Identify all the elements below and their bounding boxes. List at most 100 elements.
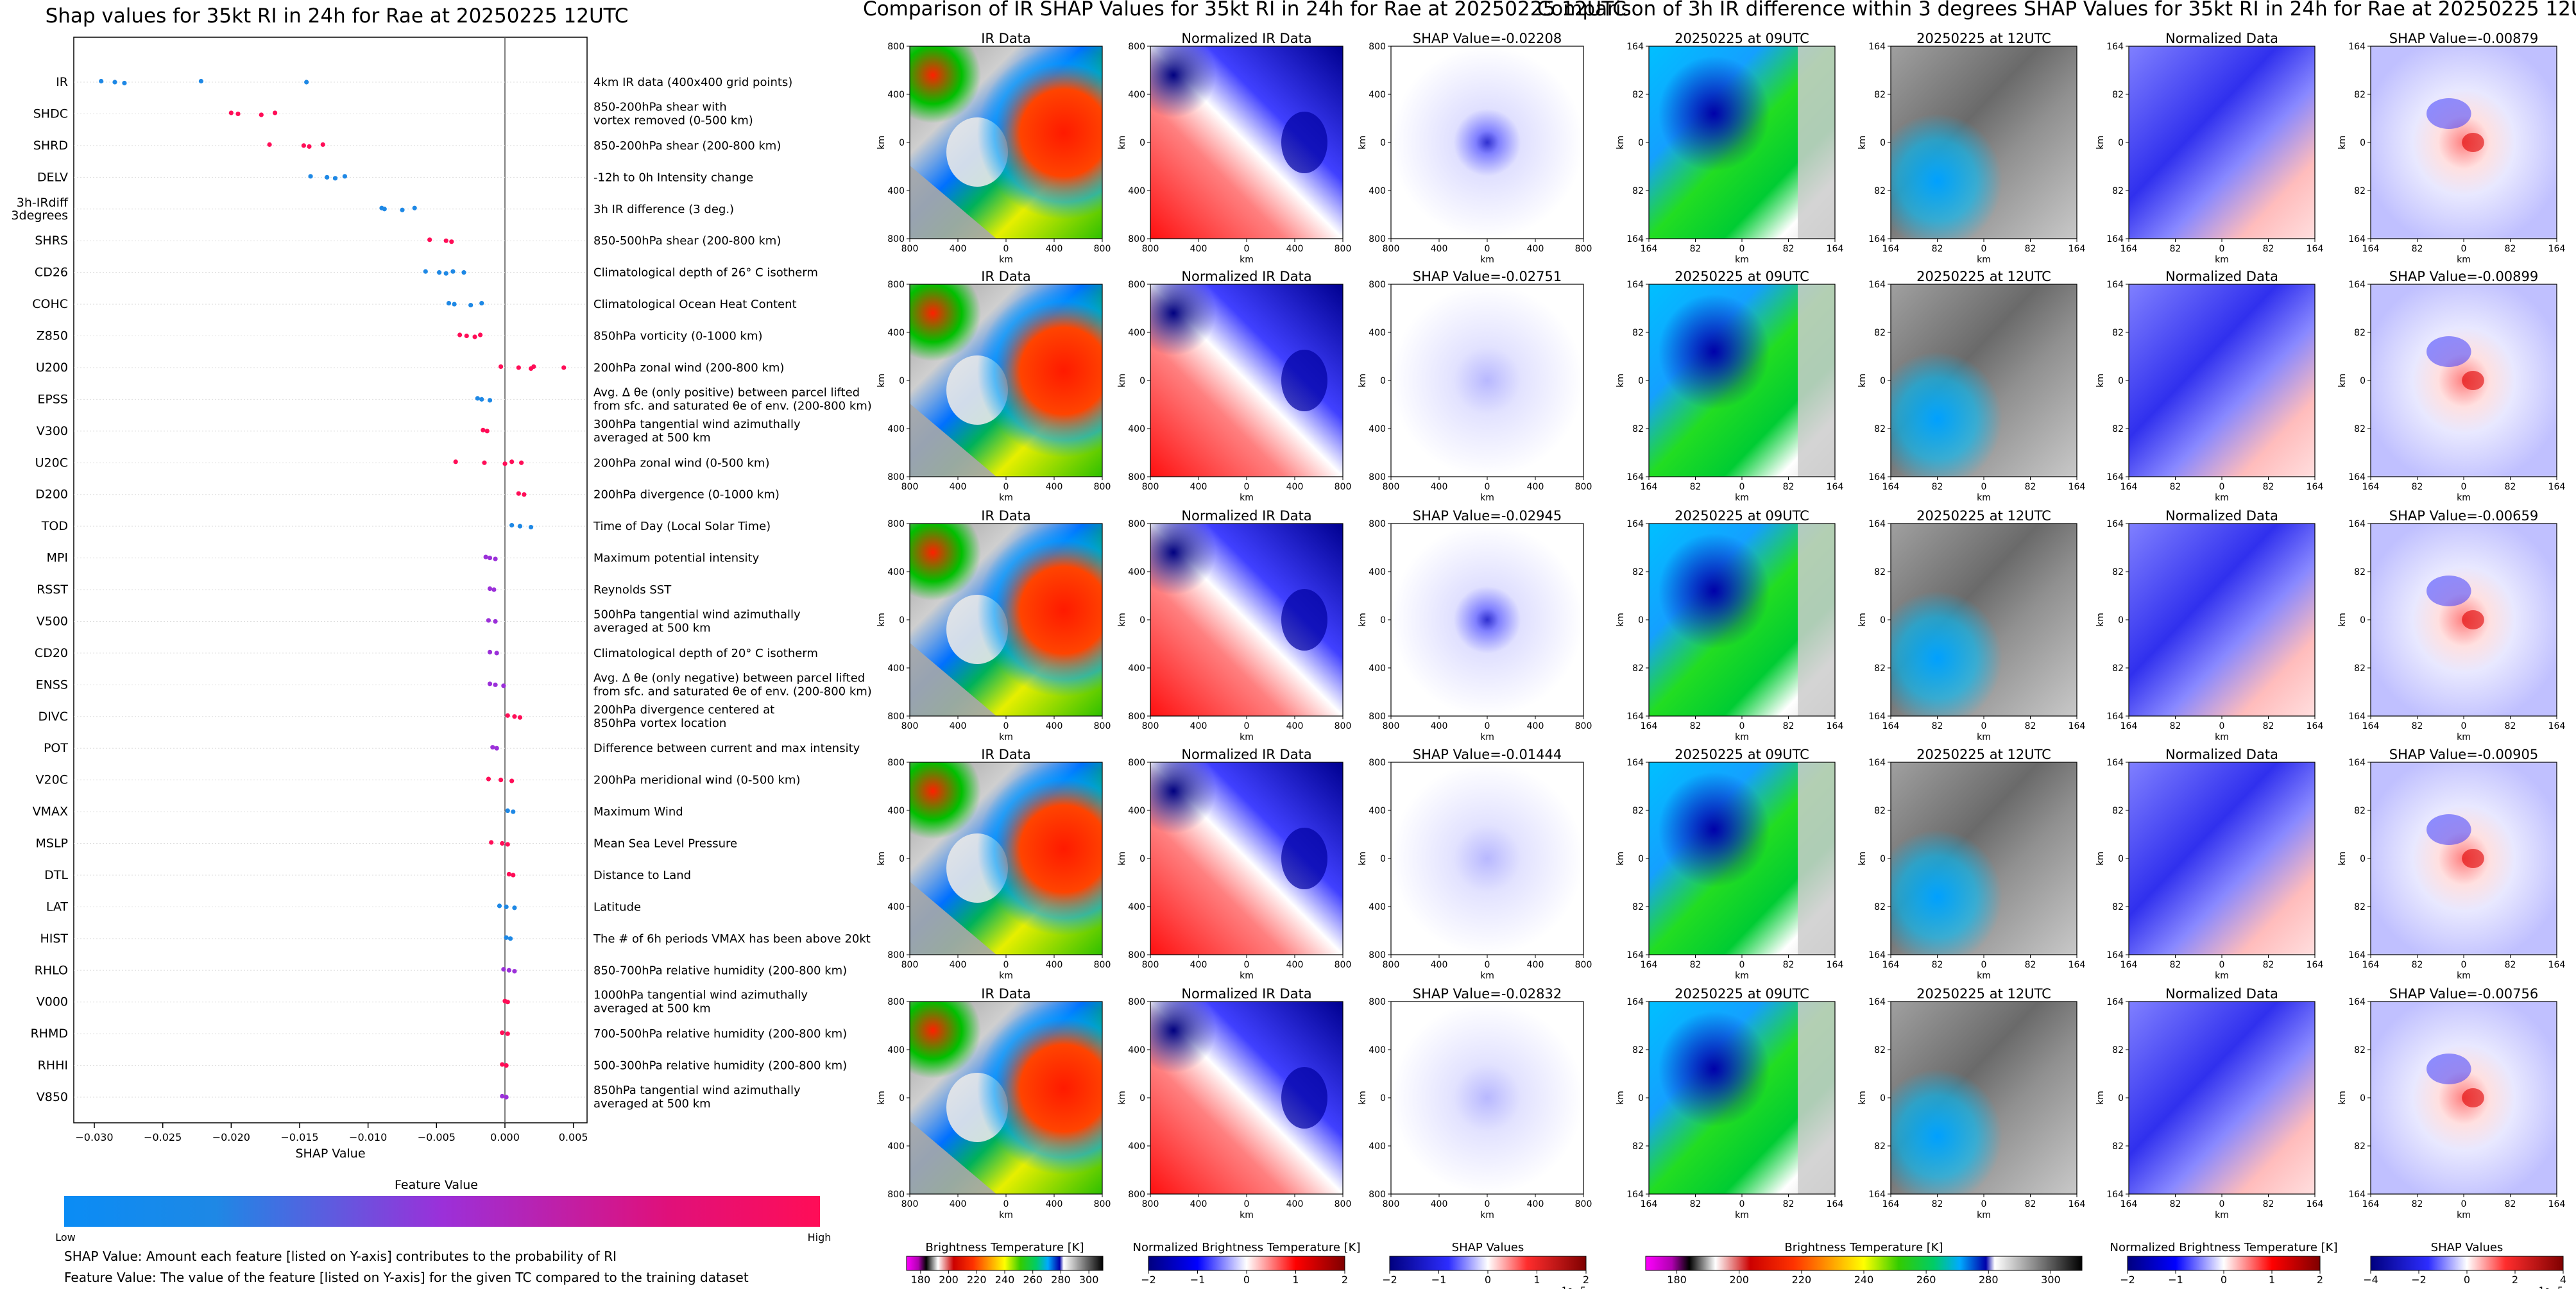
- x-tick-label: 800: [1383, 244, 1400, 254]
- diff-normalized-image: [2129, 46, 2315, 239]
- shap-point-v300: [481, 427, 486, 432]
- y-axis-label: km: [1857, 373, 1868, 388]
- x-tick-label: 164: [2068, 1199, 2086, 1209]
- y-tick-label: 82: [1874, 186, 1886, 196]
- ir-data-2-title: IR Data: [981, 269, 1031, 284]
- y-tick-label: 800: [1128, 1190, 1145, 1200]
- colorbar-tick-label: −1: [1431, 1274, 1447, 1286]
- y-tick-label: 164: [1626, 758, 1644, 768]
- y-tick-label: 800: [1128, 234, 1145, 244]
- x-axis-label: km: [2457, 493, 2471, 503]
- x-axis-label: km: [1480, 732, 1494, 742]
- x-tick-label: 800: [1142, 721, 1159, 731]
- x-axis-label: km: [2457, 255, 2471, 265]
- shap-plot-frame: [73, 37, 588, 1123]
- diff-12utc-image: [1891, 46, 2077, 239]
- x-tick-label: 164: [1641, 482, 1658, 492]
- ir-data-5-title: IR Data: [981, 986, 1031, 1002]
- y-tick-label: 800: [887, 234, 905, 244]
- feature-description-tod: Time of Day (Local Solar Time): [593, 520, 771, 533]
- normalized-ir-1-title: Normalized IR Data: [1181, 31, 1311, 46]
- x-axis-label: km: [1480, 971, 1494, 981]
- x-tick-label: 164: [1827, 960, 1844, 970]
- y-tick-label: 400: [1369, 1141, 1386, 1152]
- shap-point-enss: [493, 682, 498, 687]
- y-tick-label: 164: [1868, 712, 1886, 722]
- y-tick-label: 400: [1369, 663, 1386, 674]
- x-tick-label: 164: [2362, 1199, 2380, 1209]
- y-tick-label: 400: [887, 186, 905, 196]
- x-tick-label: 164: [2362, 482, 2380, 492]
- feature-label-rhhi: RHHI: [38, 1059, 68, 1073]
- x-tick-label: 0: [1244, 721, 1250, 731]
- y-tick-label: 82: [2112, 328, 2124, 338]
- ir-data-image: [910, 524, 1102, 716]
- feature-label-v850: V850: [37, 1090, 68, 1104]
- normalized-ir-image: [1150, 46, 1343, 239]
- feature-label-shrs: SHRS: [35, 234, 68, 248]
- y-tick-label: 164: [2106, 519, 2124, 529]
- description-line: Distance to Land: [593, 869, 691, 882]
- y-tick-label: 0: [1880, 376, 1886, 386]
- x-tick-label: 800: [1142, 960, 1159, 970]
- colorbar-tick-label: 0: [1485, 1274, 1491, 1286]
- shap-point-divc: [517, 715, 523, 720]
- ir-shap-4-title: SHAP Value=-0.01444: [1413, 747, 1562, 762]
- x-axis-label: km: [999, 255, 1013, 265]
- x-tick-label: 0: [1244, 482, 1250, 492]
- y-tick-label: 400: [887, 567, 905, 577]
- x-tick-label: 164: [2068, 960, 2086, 970]
- ir-shap-1-title: SHAP Value=-0.02208: [1413, 31, 1562, 46]
- y-tick-label: 164: [1868, 950, 1886, 960]
- y-axis-label: km: [1616, 613, 1626, 627]
- description-line: Reynolds SST: [593, 583, 672, 597]
- description-line: Maximum Wind: [593, 805, 683, 819]
- x-tick-label: 164: [2307, 1199, 2324, 1209]
- x-tick-label: 82: [2412, 721, 2423, 731]
- shap-point-v850: [500, 1093, 505, 1099]
- x-tick-label: 800: [1383, 960, 1400, 970]
- d09-gray: [1798, 524, 1835, 716]
- feature-description-dtl: Distance to Land: [593, 869, 691, 882]
- y-tick-label: 0: [1380, 1093, 1386, 1104]
- y-tick-label: 800: [1369, 280, 1386, 290]
- feature-label-delv: DELV: [37, 170, 68, 184]
- norm-core: [1281, 828, 1327, 889]
- note-shap-value: SHAP Value: Amount each feature [listed …: [64, 1249, 617, 1264]
- x-tick-label: 800: [1094, 1199, 1111, 1209]
- description-line: 200hPa meridional wind (0-500 km): [593, 774, 800, 787]
- x-tick-label: 0: [1739, 482, 1745, 492]
- y-tick-label: 400: [1128, 806, 1145, 816]
- diff-12utc-4-title: 20250225 at 12UTC: [1916, 747, 2051, 762]
- diff-normalized-1-title: Normalized Data: [2165, 31, 2278, 46]
- y-tick-label: 0: [1638, 138, 1644, 148]
- note-feature-value: Feature Value: The value of the feature …: [64, 1270, 749, 1285]
- dshap-red: [2462, 849, 2484, 868]
- colorbar-tick-label: −2: [2120, 1274, 2135, 1286]
- colorbar-tick-label: −2: [2411, 1274, 2427, 1286]
- x-tick-label: 164: [2120, 482, 2138, 492]
- x-tick-label: 400: [1190, 244, 1207, 254]
- y-tick-label: 164: [2106, 997, 2124, 1007]
- y-axis-label: km: [1117, 851, 1127, 866]
- x-tick-label: 0: [1739, 721, 1745, 731]
- y-tick-label: 0: [1638, 376, 1644, 386]
- colorbar-tick-label: 280: [1979, 1274, 1999, 1286]
- y-tick-label: 800: [1369, 472, 1386, 482]
- x-tick-label: 400: [950, 960, 967, 970]
- y-tick-label: 164: [1626, 997, 1644, 1007]
- shap-point-delv: [342, 174, 348, 179]
- feature-description-rhlo: 850-700hPa relative humidity (200-800 km…: [593, 964, 847, 977]
- x-tick-label: 400: [1046, 1199, 1063, 1209]
- y-axis-label: km: [1358, 135, 1368, 149]
- y-tick-label: 400: [1128, 424, 1145, 434]
- x-axis-label: km: [2457, 1210, 2471, 1220]
- x-tick-label: 400: [1527, 482, 1544, 492]
- x-axis-label: km: [1240, 1210, 1254, 1220]
- x-tick-label: 0: [1244, 244, 1250, 254]
- y-axis-label: km: [876, 135, 887, 149]
- x-tick-label: 800: [901, 1199, 919, 1209]
- shap-point-divc: [512, 714, 517, 719]
- x-tick-label: 400: [1286, 960, 1304, 970]
- diff-shap-1-title: SHAP Value=-0.00879: [2389, 31, 2539, 46]
